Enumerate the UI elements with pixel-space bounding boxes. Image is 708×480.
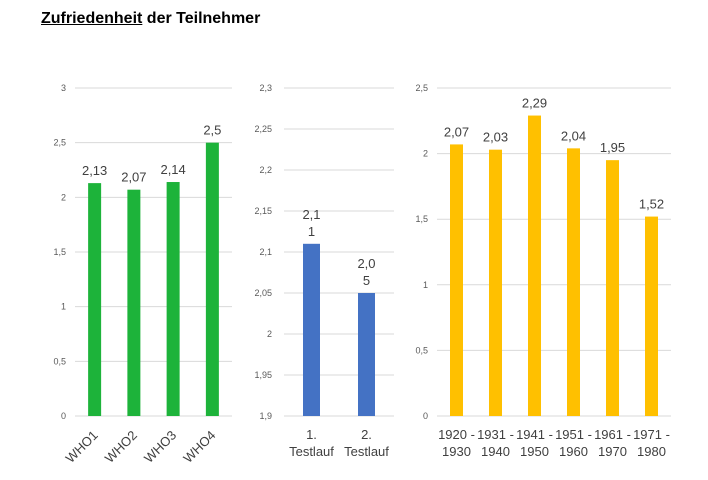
- chart3-data-label: 2,03: [483, 130, 508, 145]
- chart3-data-label: 2,07: [444, 124, 469, 139]
- chart1-data-label: 2,5: [203, 123, 221, 138]
- chart3-category-label: 1941 -: [516, 427, 553, 442]
- chart1-category-label: WHO1: [63, 428, 101, 466]
- chart2-category-label: Testlauf: [344, 444, 389, 459]
- chart1-bar: [166, 182, 180, 416]
- chart3-bar: [567, 148, 580, 417]
- chart2-data-label: 2,0: [357, 256, 375, 271]
- chart1-bar: [127, 189, 141, 416]
- chart3-data-label: 1,95: [600, 140, 625, 155]
- chart3-ytick-label: 1,5: [415, 214, 428, 224]
- chart2-data-label: 5: [363, 273, 370, 288]
- chart2-ytick-label: 2,05: [254, 288, 272, 298]
- chart3-category-label: 1961 -: [594, 427, 631, 442]
- chart1-ytick-label: 2: [61, 192, 66, 202]
- chart3-ytick-label: 0: [423, 411, 428, 421]
- chart3-data-label: 2,04: [561, 128, 586, 143]
- chart3-category-label: 1980: [637, 444, 666, 459]
- chart3-ytick-label: 1: [423, 280, 428, 290]
- chart1-ytick-label: 1: [61, 302, 66, 312]
- chart2-ytick-label: 2: [267, 329, 272, 339]
- chart1-category-label: WHO4: [180, 428, 218, 466]
- chart1-ytick-label: 1,5: [53, 247, 66, 257]
- chart1-ytick-label: 2,5: [53, 138, 66, 148]
- chart3-category-label: 1931 -: [477, 427, 514, 442]
- chart2-ytick-label: 1,9: [259, 411, 272, 421]
- chart2-category-label: 2.: [361, 427, 372, 442]
- chart3-ytick-label: 2,5: [415, 83, 428, 93]
- chart1-ytick-label: 3: [61, 83, 66, 93]
- chart2-ytick-label: 2,25: [254, 124, 272, 134]
- chart2-bar: [358, 293, 375, 416]
- chart3-bar: [528, 115, 541, 416]
- chart3-category-label: 1930: [442, 444, 471, 459]
- chart3-category-label: 1970: [598, 444, 627, 459]
- chart3-category-label: 1940: [481, 444, 510, 459]
- chart2-data-label: 1: [308, 224, 315, 239]
- chart2-ytick-label: 2,2: [259, 165, 272, 175]
- chart2-category-label: Testlauf: [289, 444, 334, 459]
- chart2-category-label: 1.: [306, 427, 317, 442]
- chart3-bar: [450, 144, 463, 416]
- chart1-data-label: 2,14: [160, 162, 185, 177]
- chart2-ytick-label: 2,1: [259, 247, 272, 257]
- chart3-category-label: 1971 -: [633, 427, 670, 442]
- chart3-data-label: 1,52: [639, 197, 664, 212]
- chart1-bar: [88, 183, 102, 416]
- chart2-ytick-label: 2,3: [259, 83, 272, 93]
- chart3-ytick-label: 2: [423, 149, 428, 159]
- chart3-category-label: 1951 -: [555, 427, 592, 442]
- chart3-data-label: 2,29: [522, 96, 547, 111]
- chart3-bar: [645, 216, 658, 416]
- chart1-ytick-label: 0: [61, 411, 66, 421]
- chart2-ytick-label: 1,95: [254, 370, 272, 380]
- chart2-ytick-label: 2,15: [254, 206, 272, 216]
- chart3-bar: [489, 149, 502, 416]
- chart-title-part1: Zufriedenheit: [41, 10, 143, 27]
- chart3-bar: [606, 160, 619, 416]
- chart2-bar: [303, 243, 320, 416]
- chart-title: Zufriedenheit der Teilnehmer: [41, 10, 260, 28]
- chart1-category-label: WHO2: [102, 428, 140, 466]
- chart3-category-label: 1950: [520, 444, 549, 459]
- chart1-data-label: 2,13: [82, 163, 107, 178]
- chart3-ytick-label: 0,5: [415, 345, 428, 355]
- chart2-data-label: 2,1: [302, 207, 320, 222]
- chart3-category-label: 1920 -: [438, 427, 475, 442]
- chart-title-part2: der Teilnehmer: [142, 10, 261, 27]
- chart1-ytick-label: 0,5: [53, 356, 66, 366]
- chart1-bar: [205, 142, 219, 416]
- chart1-data-label: 2,07: [121, 170, 146, 185]
- chart3-category-label: 1960: [559, 444, 588, 459]
- chart1-category-label: WHO3: [141, 428, 179, 466]
